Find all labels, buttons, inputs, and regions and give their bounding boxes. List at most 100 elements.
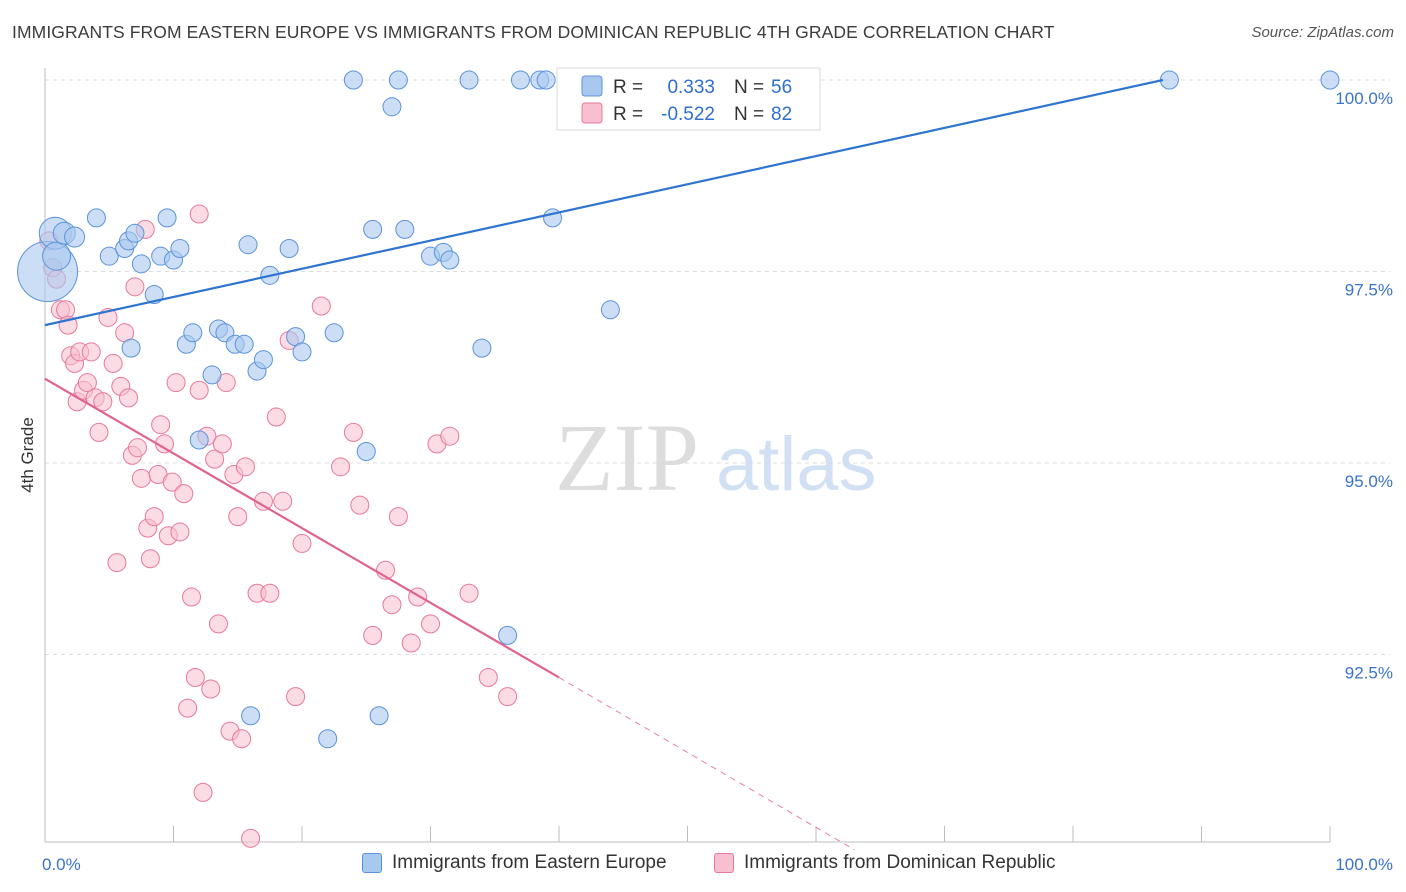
legend-swatch-dominican-republic (714, 853, 734, 873)
data-point-dominican-republic (228, 507, 248, 527)
data-point-dominican-republic (343, 422, 363, 442)
data-point-eastern-europe (202, 365, 222, 385)
tick-labels: 92.5% 95.0% 97.5% 100.0% 0.0% 100.0% (42, 89, 1393, 874)
data-point-dominican-republic (151, 415, 171, 435)
data-point-eastern-europe (1320, 70, 1340, 90)
data-point-dominican-republic (235, 457, 255, 477)
data-point-eastern-europe (459, 70, 479, 90)
y-tick-label: 92.5% (1345, 664, 1393, 683)
data-point-dominican-republic (140, 549, 160, 569)
data-point-dominican-republic (174, 484, 194, 504)
data-point-eastern-europe (238, 235, 258, 255)
data-point-eastern-europe (363, 219, 383, 239)
series-eastern-europe-points (17, 70, 1340, 749)
data-point-eastern-europe (440, 250, 460, 270)
legend-r-value: 0.333 (667, 77, 715, 98)
data-point-eastern-europe (42, 241, 72, 271)
data-point-eastern-europe (343, 70, 363, 90)
legend-swatch-dominican-republic (581, 102, 603, 124)
data-point-eastern-europe (369, 706, 389, 726)
legend-item-eastern-europe: Immigrants from Eastern Europe (362, 852, 667, 874)
data-point-eastern-europe (170, 239, 190, 259)
data-point-eastern-europe (388, 70, 408, 90)
data-point-dominican-republic (193, 782, 213, 802)
legend-n-label: N = (734, 77, 764, 98)
data-point-dominican-republic (125, 277, 145, 297)
data-point-eastern-europe (121, 338, 141, 358)
data-point-dominican-republic (363, 625, 383, 645)
data-point-dominican-republic (286, 687, 306, 707)
bottom-legend: Immigrants from Eastern Europe Immigrant… (0, 852, 1406, 878)
data-point-dominican-republic (498, 687, 518, 707)
trend-line-extension-dominican-republic (558, 677, 855, 851)
data-point-eastern-europe (472, 338, 492, 358)
chart-title: IMMIGRANTS FROM EASTERN EUROPE VS IMMIGR… (12, 22, 1055, 42)
legend-label-eastern-europe: Immigrants from Eastern Europe (392, 852, 667, 873)
data-point-eastern-europe (324, 323, 344, 343)
legend-label-dominican-republic: Immigrants from Dominican Republic (744, 852, 1056, 873)
data-point-dominican-republic (311, 296, 331, 316)
data-point-eastern-europe (318, 729, 338, 749)
legend-r-label: R = (613, 104, 643, 125)
data-point-dominican-republic (440, 426, 460, 446)
y-tick-label: 97.5% (1345, 281, 1393, 300)
data-point-eastern-europe (241, 706, 261, 726)
data-point-dominican-republic (178, 698, 198, 718)
data-point-dominican-republic (205, 449, 225, 469)
legend-swatch-eastern-europe (362, 853, 382, 873)
grid-layer (45, 79, 1390, 655)
legend-n-label: N = (734, 104, 764, 125)
data-point-eastern-europe (1159, 70, 1179, 90)
data-point-eastern-europe (510, 70, 530, 90)
trend-line-eastern-europe (44, 78, 1164, 327)
data-point-dominican-republic (81, 342, 101, 362)
data-point-dominican-republic (189, 204, 209, 224)
data-point-eastern-europe (157, 208, 177, 228)
data-point-dominican-republic (273, 491, 293, 511)
data-point-dominican-republic (119, 388, 139, 408)
data-point-dominican-republic (170, 522, 190, 542)
data-point-eastern-europe (382, 97, 402, 117)
trend-line-dominican-republic (44, 377, 560, 679)
data-point-dominican-republic (478, 667, 498, 687)
x-tick-label: 0.0% (42, 855, 81, 874)
data-point-dominican-republic (189, 380, 209, 400)
y-tick-label: 100.0% (1335, 89, 1393, 108)
data-point-dominican-republic (93, 392, 113, 412)
data-point-dominican-republic (103, 353, 123, 373)
data-point-dominican-republic (144, 507, 164, 527)
data-point-dominican-republic (131, 468, 151, 488)
data-point-dominican-republic (212, 434, 232, 454)
data-point-eastern-europe (279, 239, 299, 259)
series-dominican-republic-points (39, 204, 518, 848)
data-point-dominican-republic (401, 633, 421, 653)
data-point-eastern-europe (600, 300, 620, 320)
data-point-eastern-europe (234, 334, 254, 354)
trend-lines (44, 78, 1164, 851)
data-point-eastern-europe (292, 342, 312, 362)
data-point-dominican-republic (162, 472, 182, 492)
data-point-eastern-europe (125, 223, 145, 243)
legend-n-value: 82 (771, 104, 792, 125)
legend-item-dominican-republic: Immigrants from Dominican Republic (714, 852, 1056, 874)
data-point-dominican-republic (292, 533, 312, 553)
legend-r-label: R = (613, 77, 643, 98)
data-point-dominican-republic (331, 457, 351, 477)
legend-swatch-eastern-europe (581, 75, 603, 97)
y-axis-title: 4th Grade (18, 417, 37, 493)
data-point-dominican-republic (185, 667, 205, 687)
source-credit: Source: ZipAtlas.com (1251, 24, 1394, 41)
data-point-eastern-europe (86, 208, 106, 228)
data-point-dominican-republic (459, 583, 479, 603)
legend-n-value: 56 (771, 77, 792, 98)
data-point-dominican-republic (128, 438, 148, 458)
data-point-eastern-europe (189, 430, 209, 450)
watermark: ZIP atlas (555, 404, 877, 511)
y-tick-label: 95.0% (1345, 472, 1393, 491)
data-point-dominican-republic (232, 729, 252, 749)
watermark-zip: ZIP (555, 404, 699, 511)
data-point-dominican-republic (201, 679, 221, 699)
data-point-dominican-republic (388, 507, 408, 527)
data-point-eastern-europe (99, 246, 119, 266)
